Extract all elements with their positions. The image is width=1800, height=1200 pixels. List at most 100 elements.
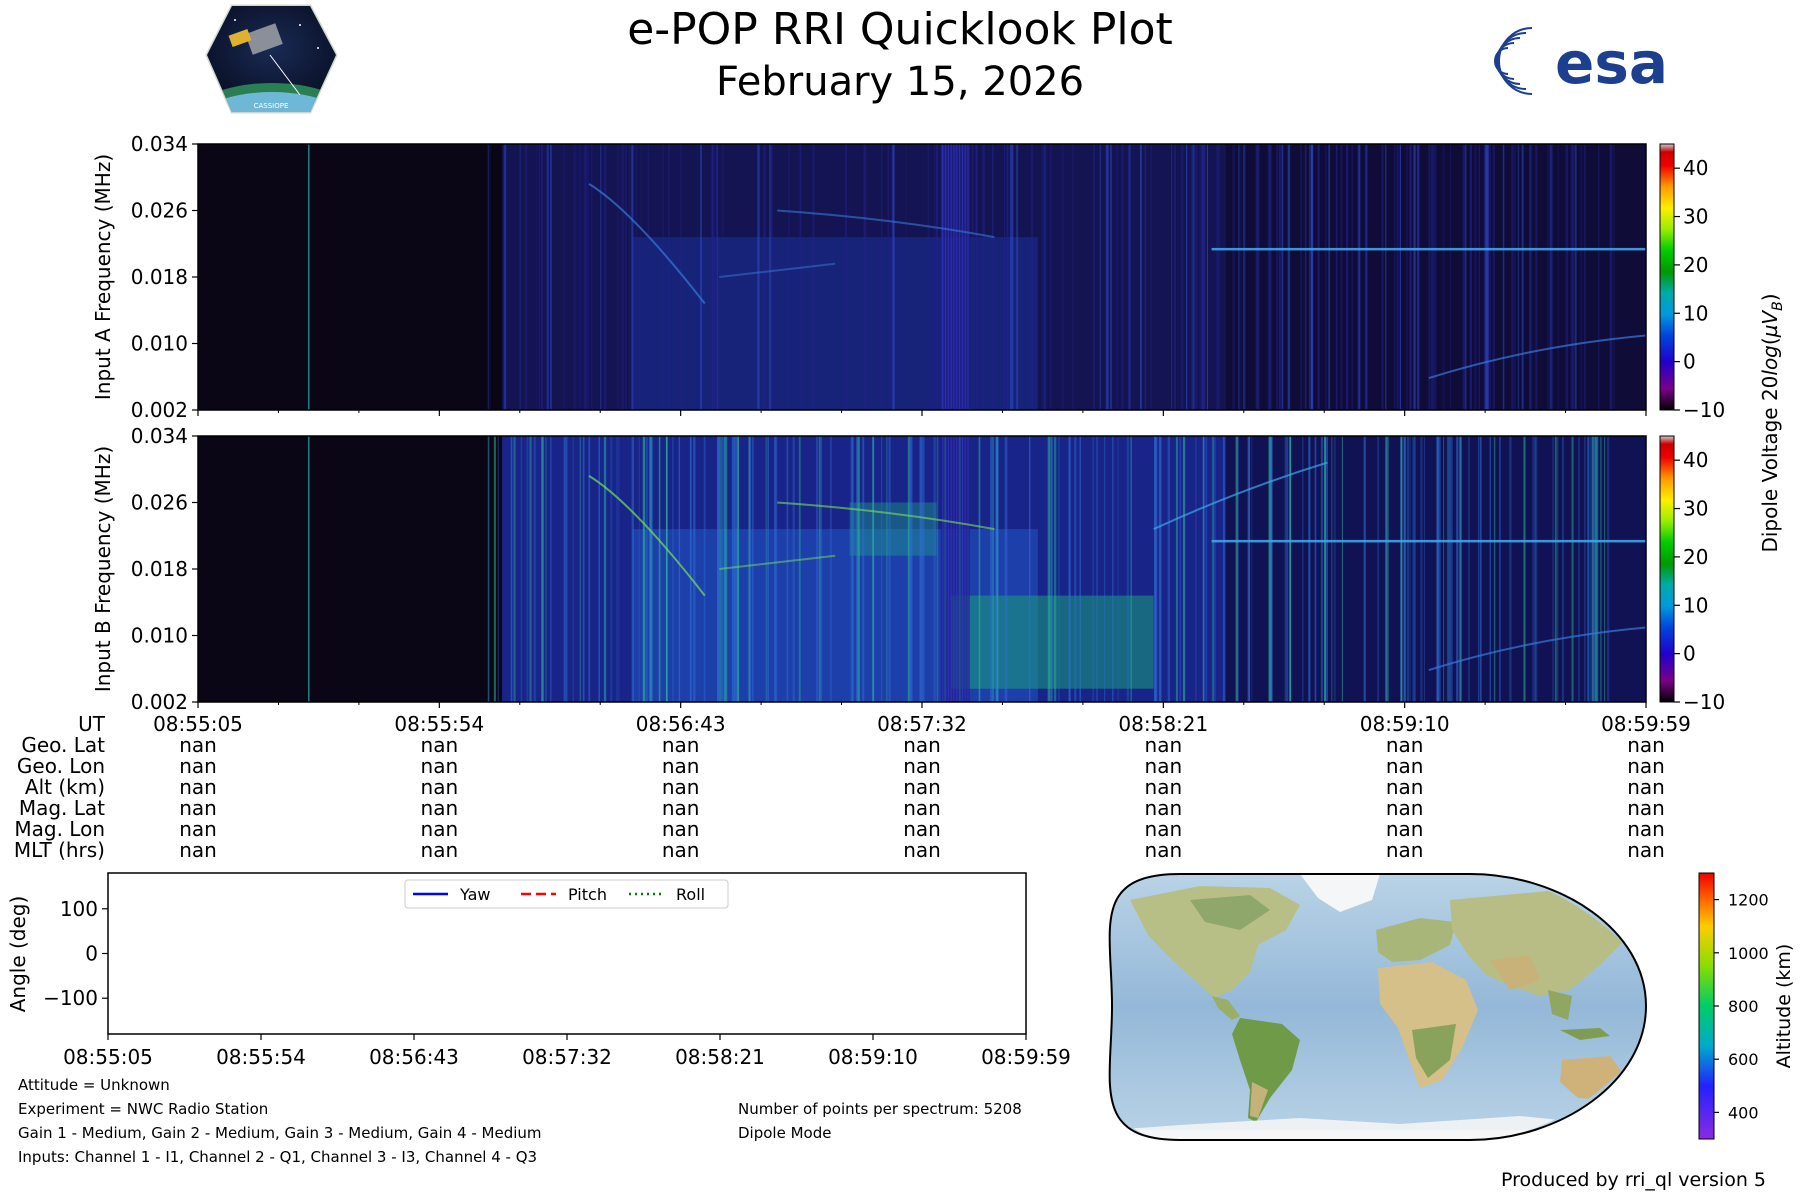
page-title: e-POP RRI Quicklook Plot: [627, 4, 1173, 55]
spectrogram-a-ylabel: Input A Frequency (MHz): [91, 154, 115, 400]
info-left-line: Attitude = Unknown: [18, 1076, 170, 1094]
ephemeris-value: nan: [1386, 817, 1424, 841]
legend-label-roll: Roll: [676, 885, 705, 904]
ephemeris-value: nan: [1386, 838, 1424, 862]
ephemeris-time: 08:59:59: [1601, 712, 1691, 736]
ephemeris-time: 08:56:43: [636, 712, 726, 736]
ephemeris-value: nan: [1145, 733, 1183, 757]
esa-logo: esa: [1494, 27, 1668, 97]
altitude-tick-label: 800: [1728, 997, 1759, 1016]
colorbar-tick-label: 10: [1683, 301, 1708, 325]
colorbar-tick-label: 40: [1683, 156, 1708, 180]
colorbar-tick-label: 30: [1683, 497, 1708, 521]
ephemeris-value: nan: [1145, 796, 1183, 820]
altitude-colorbar-label: Altitude (km): [1773, 944, 1795, 1069]
ephemeris-value: nan: [1627, 838, 1665, 862]
ephemeris-row-label: Geo. Lat: [21, 733, 105, 757]
attitude-xtick-label: 08:55:54: [216, 1045, 306, 1069]
ephemeris-row-label: Mag. Lat: [19, 796, 105, 820]
attitude-xtick-label: 08:55:05: [63, 1045, 153, 1069]
ephemeris-time: 08:59:10: [1360, 712, 1450, 736]
ephemeris-value: nan: [903, 838, 941, 862]
spectrogram-b-ylabel: Input B Frequency (MHz): [91, 446, 115, 692]
attitude-ytick-label: −100: [43, 986, 98, 1010]
colorbar-tick-label: −10: [1683, 398, 1725, 422]
attitude-legend: Yaw Pitch Roll: [404, 879, 729, 909]
ephemeris-value: nan: [1627, 754, 1665, 778]
spectrogram-input-a: [197, 143, 1647, 411]
ephemeris-value: nan: [662, 775, 700, 799]
info-right: Number of points per spectrum: 5208 Dipol…: [738, 1100, 1022, 1142]
ephemeris-value: nan: [1627, 817, 1665, 841]
attitude-ylabel: Angle (deg): [6, 896, 30, 1013]
attitude-ytick-label: 0: [85, 942, 98, 966]
ephemeris-value: nan: [903, 733, 941, 757]
colorbar-b: [1659, 435, 1675, 703]
info-left-line: Experiment = NWC Radio Station: [18, 1100, 268, 1118]
spectrogram-ytick-label: 0.010: [131, 332, 188, 356]
cassiope-logo-text: CASSIOPE: [254, 102, 289, 110]
ephemeris-value: nan: [662, 733, 700, 757]
ephemeris-value: nan: [179, 733, 217, 757]
ephemeris-value: nan: [421, 733, 459, 757]
info-right-line: Number of points per spectrum: 5208: [738, 1100, 1022, 1118]
colorbar-tick-label: 30: [1683, 205, 1708, 229]
ephemeris-time: 08:55:05: [153, 712, 243, 736]
attitude-xtick-label: 08:56:43: [369, 1045, 459, 1069]
info-right-line: Dipole Mode: [738, 1124, 831, 1142]
ephemeris-value: nan: [179, 775, 217, 799]
ephemeris-value: nan: [1145, 754, 1183, 778]
attitude-ytick-label: 100: [60, 897, 98, 921]
altitude-colorbar: [1698, 872, 1715, 1140]
colorbar-tick-label: 40: [1683, 448, 1708, 472]
spectrogram-ytick-label: 0.034: [131, 424, 188, 448]
ephemeris-value: nan: [903, 796, 941, 820]
ephemeris-value: nan: [662, 838, 700, 862]
ephemeris-time: 08:57:32: [877, 712, 967, 736]
ephemeris-time: 08:55:54: [394, 712, 484, 736]
spectrogram-ytick-label: 0.010: [131, 624, 188, 648]
colorbar-tick-label: 0: [1683, 642, 1696, 666]
plot-date: February 15, 2026: [716, 59, 1084, 105]
colorbar-tick-label: 20: [1683, 545, 1708, 569]
attitude-xtick-label: 08:59:59: [981, 1045, 1071, 1069]
ephemeris-row-label: Alt (km): [25, 775, 105, 799]
world-map: [1108, 873, 1648, 1141]
info-left-line: Gain 1 - Medium, Gain 2 - Medium, Gain 3…: [18, 1124, 542, 1142]
ephemeris-value: nan: [421, 796, 459, 820]
ephemeris-value: nan: [903, 775, 941, 799]
ephemeris-value: nan: [1627, 775, 1665, 799]
attitude-xtick-label: 08:58:21: [675, 1045, 765, 1069]
altitude-tick-label: 600: [1728, 1050, 1759, 1069]
ephemeris-row-label: UT: [78, 712, 106, 736]
info-left: Attitude = Unknown Experiment = NWC Radio…: [18, 1076, 542, 1166]
altitude-tick-label: 1000: [1728, 944, 1769, 963]
spectrogram-ytick-label: 0.018: [131, 557, 188, 581]
ephemeris-row-label: Geo. Lon: [17, 754, 105, 778]
legend-label-yaw: Yaw: [459, 885, 490, 904]
spectrogram-ytick-label: 0.002: [131, 398, 188, 422]
ephemeris-value: nan: [421, 775, 459, 799]
ephemeris-row-label: MLT (hrs): [14, 838, 105, 862]
ephemeris-value: nan: [1627, 796, 1665, 820]
ephemeris-row-label: Mag. Lon: [14, 817, 105, 841]
ephemeris-value: nan: [179, 838, 217, 862]
ephemeris-value: nan: [1145, 817, 1183, 841]
altitude-tick-label: 1200: [1728, 891, 1769, 910]
ephemeris-value: nan: [1145, 838, 1183, 862]
ephemeris-value: nan: [1145, 775, 1183, 799]
ephemeris-value: nan: [1386, 796, 1424, 820]
ephemeris-value: nan: [662, 754, 700, 778]
colorbar-tick-label: −10: [1683, 690, 1725, 714]
ephemeris-value: nan: [1386, 754, 1424, 778]
ephemeris-value: nan: [903, 817, 941, 841]
info-left-line: Inputs: Channel 1 - I1, Channel 2 - Q1, …: [18, 1148, 537, 1166]
colorbar-tick-label: 20: [1683, 253, 1708, 277]
spectrogram-input-b: [197, 435, 1647, 703]
ephemeris-value: nan: [662, 796, 700, 820]
legend-label-pitch: Pitch: [568, 885, 607, 904]
ephemeris-value: nan: [179, 817, 217, 841]
cassiope-logo: CASSIOPE: [205, 4, 338, 114]
attitude-chart: 100 0 −100 08:55:05 08:55:54 08:56:43 08:57:32…: [43, 872, 1071, 1069]
ephemeris-value: nan: [179, 754, 217, 778]
